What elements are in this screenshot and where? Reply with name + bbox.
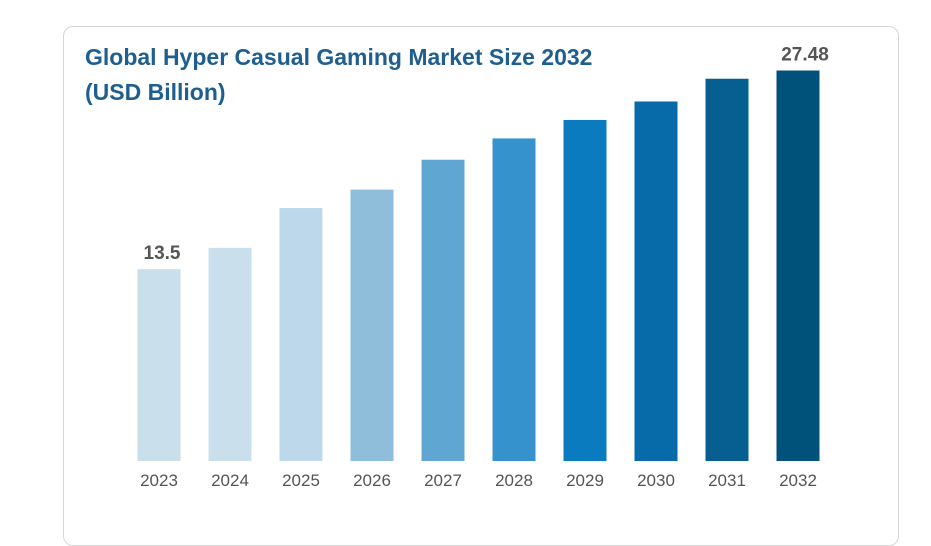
- x-tick-label: 2028: [495, 471, 533, 490]
- bar-2026: [350, 189, 394, 461]
- bar-2027: [421, 159, 465, 461]
- chart-card: [63, 26, 899, 546]
- x-tick-label: 2029: [566, 471, 604, 490]
- bar-2028: [492, 138, 536, 461]
- chart-title: Global Hyper Casual Gaming Market Size 2…: [85, 44, 593, 105]
- x-tick-label: 2031: [708, 471, 746, 490]
- bar-2024: [208, 247, 252, 461]
- bar-2025: [279, 208, 323, 461]
- bar-2032: [776, 70, 820, 461]
- x-tick-label: 2024: [211, 471, 249, 490]
- bar-chart: 2023 13.5 2024 2025 2026 2027 2028 2029 2030 2031…: [137, 44, 829, 490]
- bar-2029: [563, 119, 607, 462]
- bar-2031: [705, 78, 749, 461]
- bar-2030: [634, 101, 678, 461]
- data-label-2023: 13.5: [144, 243, 181, 264]
- x-tick-label: 2030: [637, 471, 675, 490]
- data-label-2032: 27.48: [781, 44, 829, 65]
- x-tick-label: 2032: [779, 471, 817, 490]
- x-tick-label: 2026: [353, 471, 391, 490]
- x-tick-label: 2027: [424, 471, 462, 490]
- bar-2023: [137, 269, 181, 461]
- x-tick-label: 2025: [282, 471, 320, 490]
- x-tick-label: 2023: [140, 471, 178, 490]
